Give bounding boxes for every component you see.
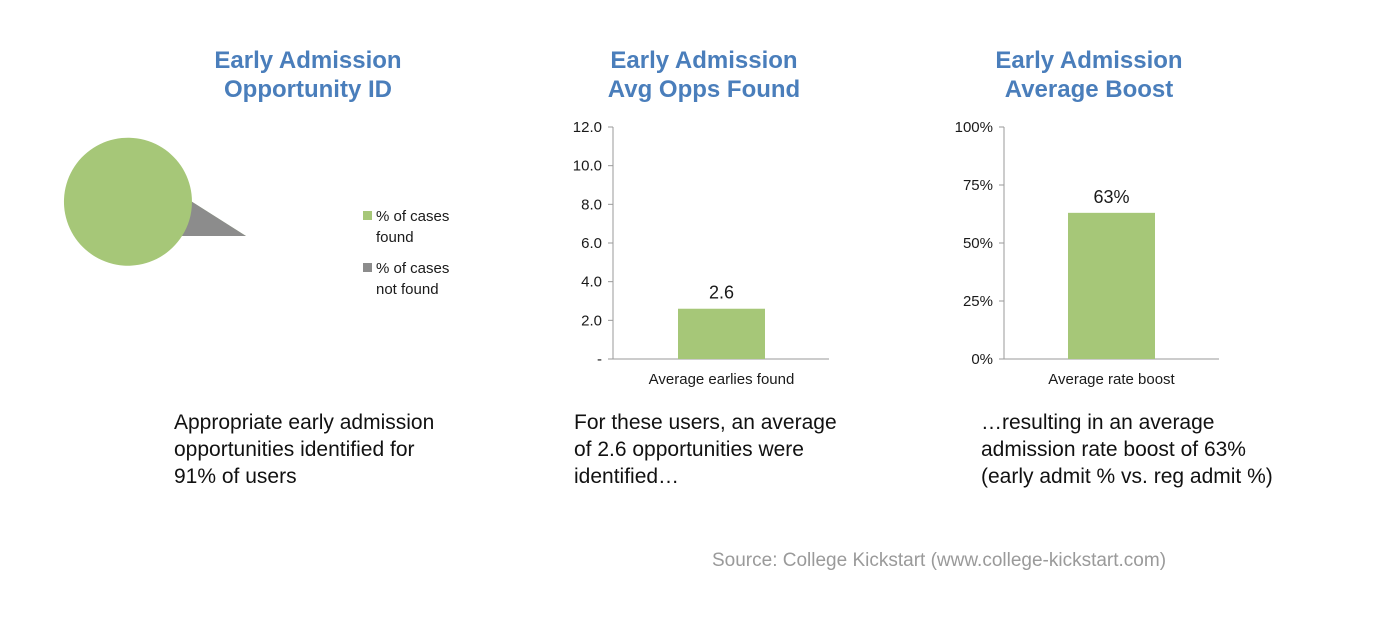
panel-3-title-line-2: Average Boost <box>1004 76 1174 103</box>
bar-avg-earlies-found <box>678 308 765 359</box>
legend-swatch-not-found <box>363 263 372 272</box>
panel-1-caption-line-2: opportunities identified for <box>174 438 415 461</box>
y-tick-label: 10.0 <box>573 158 602 175</box>
panel-2-title-line-1: Early Admission <box>610 47 798 74</box>
pie-slice-label-found: 91% <box>261 221 297 241</box>
panel-2-caption-line-3: identified… <box>574 465 680 488</box>
bar-avg-rate-boost <box>1068 212 1155 359</box>
y-tick-label: 2.0 <box>581 312 602 329</box>
bar-chart-avg-opps: - 2.0 4.0 6.0 8.0 10.0 12.0 2.6 Average earlies … <box>573 119 829 388</box>
y-tick-label: 0% <box>971 351 993 368</box>
y-tick-label: 100% <box>955 119 993 136</box>
panel-1-title-line-2: Opportunity ID <box>224 76 392 103</box>
y-tick-label: 6.0 <box>581 235 602 252</box>
x-category-label: Average rate boost <box>1048 371 1175 388</box>
panel-2-caption-line-2: of 2.6 opportunities were <box>574 438 804 461</box>
panel-1-title: Early Admission Opportunity ID <box>148 46 468 104</box>
panel-3-title: Early Admission Average Boost <box>929 46 1249 104</box>
legend-label-not-found-line-2: not found <box>376 281 439 298</box>
y-tick-label: 4.0 <box>581 274 602 291</box>
panel-2-title-line-2: Avg Opps Found <box>607 76 801 103</box>
pie-slice-found <box>63 137 246 266</box>
panel-1-caption-line-3: 91% of users <box>174 465 297 488</box>
y-tick-label: 25% <box>963 293 993 310</box>
bar-data-label: 63% <box>1093 187 1129 207</box>
panel-2-caption: For these users, an average of 2.6 oppor… <box>574 409 904 490</box>
panel-1-caption-line-1: Appropriate early admission <box>174 411 435 434</box>
panel-1-caption: Appropriate early admission opportunitie… <box>174 409 504 490</box>
panel-3-caption-line-1: …resulting in an average <box>981 411 1215 434</box>
bar-data-label: 2.6 <box>709 283 734 303</box>
pie-slice-not-found <box>182 201 246 236</box>
y-tick-label: 75% <box>963 177 993 194</box>
bar-chart-avg-boost: 0% 25% 50% 75% 100% 63% Average rate boost <box>955 119 1219 388</box>
panel-1-title-line-1: Early Admission <box>214 47 402 74</box>
legend-label-not-found-line-1: % of cases <box>376 260 449 277</box>
panel-3-caption-line-3: (early admit % vs. reg admit %) <box>981 465 1273 488</box>
y-tick-label: 50% <box>963 235 993 252</box>
panel-3-caption: …resulting in an average admission rate … <box>981 409 1341 490</box>
pie-chart: 91% <box>63 137 297 266</box>
panel-3-caption-line-2: admission rate boost of 63% <box>981 438 1246 461</box>
legend-label-found-line-1: % of cases <box>376 208 449 225</box>
y-tick-label: - <box>597 351 602 368</box>
panel-2-caption-line-1: For these users, an average <box>574 411 837 434</box>
legend-label-found-line-2: found <box>376 229 414 246</box>
y-tick-label: 8.0 <box>581 196 602 213</box>
y-tick-label: 12.0 <box>573 119 602 136</box>
legend-swatch-found <box>363 211 372 220</box>
pie-legend: % of cases found % of cases not found <box>363 208 449 298</box>
panel-2-title: Early Admission Avg Opps Found <box>544 46 864 104</box>
panel-3-title-line-1: Early Admission <box>995 47 1183 74</box>
x-category-label: Average earlies found <box>649 371 795 388</box>
source-credit: Source: College Kickstart (www.college-k… <box>712 550 1167 571</box>
